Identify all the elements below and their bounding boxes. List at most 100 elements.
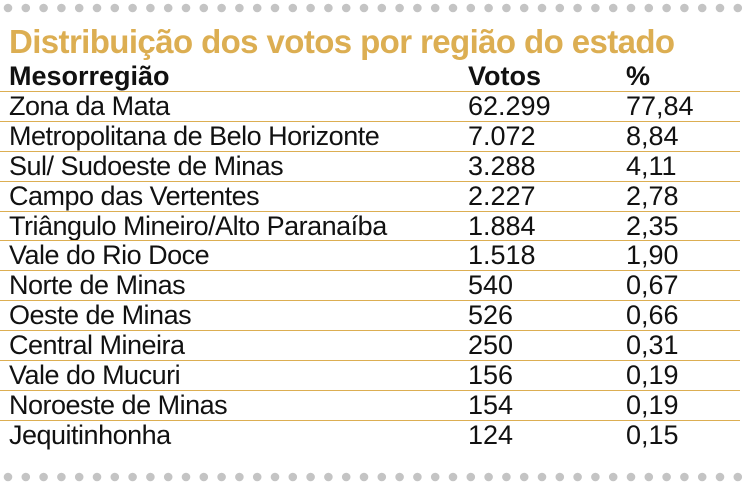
votes-cell: 62.299 — [468, 91, 551, 121]
border-dot — [519, 3, 529, 13]
region-cell: Central Mineira — [9, 330, 185, 361]
border-dot — [92, 472, 102, 482]
border-dot — [217, 472, 226, 482]
region-cell: Oeste de Minas — [9, 300, 192, 331]
percent-cell: 0,66 — [626, 300, 679, 331]
percent-cell: 4,11 — [626, 150, 677, 181]
border-dot — [448, 3, 458, 13]
border-dot — [680, 472, 689, 482]
border-dot — [377, 472, 387, 482]
header-percent: % — [626, 61, 651, 91]
border-dot — [733, 472, 743, 482]
border-dot — [555, 472, 565, 482]
border-dot — [573, 472, 582, 482]
page-title: Distribuição dos votos por região do est… — [9, 23, 675, 60]
border-dot — [484, 472, 493, 482]
border-dot — [715, 472, 725, 482]
border-dot — [466, 3, 476, 13]
border-dot — [359, 3, 369, 13]
votes-cell: 2.227 — [468, 180, 536, 211]
border-dot — [74, 472, 84, 482]
border-dot — [573, 3, 582, 13]
border-dot — [555, 3, 565, 13]
votes-cell: 1.518 — [468, 240, 536, 271]
border-dot — [270, 472, 280, 482]
border-dot — [430, 472, 440, 482]
border-dot — [92, 3, 102, 13]
region-cell: Vale do Rio Doce — [9, 240, 210, 271]
border-dot — [3, 472, 13, 482]
region-cell: Jequitinhonha — [9, 419, 171, 450]
region-cell: Vale do Mucuri — [9, 360, 181, 391]
border-dot — [430, 3, 440, 13]
border-dot — [306, 472, 315, 482]
border-dot — [163, 3, 173, 13]
border-dot — [644, 3, 654, 13]
border-dot — [697, 472, 707, 482]
percent-cell: 0,15 — [626, 419, 679, 450]
votes-cell: 540 — [468, 270, 514, 301]
region-cell: Norte de Minas — [9, 270, 186, 301]
votes-cell: 154 — [468, 389, 514, 420]
border-dot — [662, 472, 671, 482]
votes-cell: 3.288 — [468, 150, 536, 181]
votes-cell: 124 — [468, 419, 514, 450]
region-cell: Triângulo Mineiro/Alto Paranaíba — [9, 210, 387, 241]
border-dot — [199, 472, 209, 482]
border-dot — [21, 472, 31, 482]
border-dot — [484, 3, 493, 13]
border-dot — [502, 472, 511, 482]
percent-cell: 0,31 — [626, 330, 679, 361]
border-dot — [591, 3, 600, 13]
votes-table: Zona da Mata 62.299 77,84 Metropolitana … — [0, 91, 740, 450]
votes-cell: 250 — [468, 330, 514, 361]
border-dot — [235, 472, 244, 482]
percent-cell: 77,84 — [626, 91, 694, 121]
table-row: Jequitinhonha 124 0,15 — [0, 419, 740, 450]
region-cell: Zona da Mata — [9, 91, 170, 121]
border-dot — [110, 3, 120, 13]
border-dot — [537, 3, 547, 13]
border-dot — [626, 472, 636, 482]
percent-cell: 0,67 — [626, 270, 679, 301]
border-dot — [537, 472, 547, 482]
border-dot — [181, 3, 191, 13]
region-cell: Noroeste de Minas — [9, 389, 228, 420]
table-row: Noroeste de Minas 154 0,19 — [0, 389, 740, 420]
table-row: Vale do Rio Doce 1.518 1,90 — [0, 240, 740, 270]
border-dot — [146, 3, 155, 13]
border-dot — [519, 472, 529, 482]
border-dot — [341, 472, 351, 482]
border-dot — [644, 472, 654, 482]
table-row: Triângulo Mineiro/Alto Paranaíba 1.884 2… — [0, 210, 740, 241]
votes-cell: 156 — [468, 360, 514, 391]
border-dot — [270, 3, 280, 13]
votes-cell: 526 — [468, 300, 514, 331]
border-dot — [217, 3, 226, 13]
border-dot — [608, 472, 618, 482]
border-dot — [413, 472, 422, 482]
border-dot — [324, 3, 333, 13]
border-dot — [341, 3, 351, 13]
border-dot — [448, 472, 458, 482]
top-dotted-border — [3, 3, 743, 13]
border-dot — [199, 3, 209, 13]
border-dot — [413, 3, 422, 13]
table-row: Vale do Mucuri 156 0,19 — [0, 360, 740, 390]
votes-cell: 7.072 — [468, 120, 536, 151]
table-row: Sul/ Sudoeste de Minas 3.288 4,11 — [0, 150, 740, 181]
table-row: Metropolitana de Belo Horizonte 7.072 8,… — [0, 120, 740, 151]
border-dot — [128, 3, 137, 13]
border-dot — [39, 3, 48, 13]
border-dot — [57, 472, 66, 482]
bottom-dotted-border — [3, 472, 743, 482]
border-dot — [733, 3, 743, 13]
border-dot — [324, 472, 333, 482]
border-dot — [697, 3, 707, 13]
region-cell: Sul/ Sudoeste de Minas — [9, 150, 284, 181]
border-dot — [662, 3, 671, 13]
header-votes: Votos — [468, 61, 541, 91]
border-dot — [377, 3, 387, 13]
border-dot — [21, 3, 31, 13]
percent-cell: 8,84 — [626, 120, 679, 151]
